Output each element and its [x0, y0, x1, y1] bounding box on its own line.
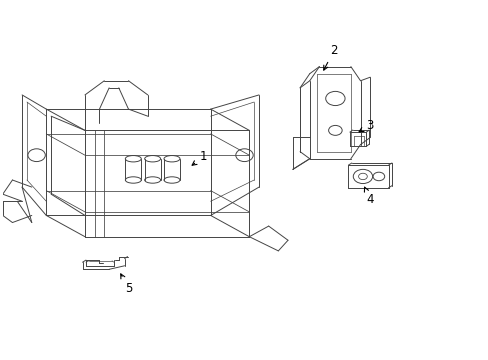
Text: 5: 5 [121, 274, 132, 294]
Text: 4: 4 [364, 187, 373, 206]
Text: 3: 3 [358, 118, 373, 132]
Text: 2: 2 [323, 44, 337, 70]
Text: 1: 1 [192, 150, 207, 165]
